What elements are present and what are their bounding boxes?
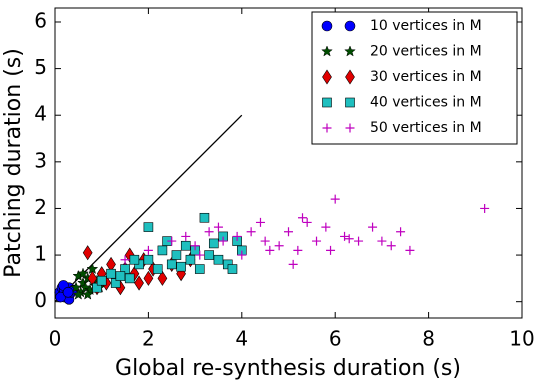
point [326, 245, 336, 255]
point [344, 234, 354, 244]
y-axis-label: Patching duration (s) [1, 48, 26, 278]
x-tick-label: 0 [49, 327, 62, 351]
legend-marker [344, 45, 356, 57]
point [232, 231, 242, 241]
point [124, 273, 135, 284]
point [302, 217, 312, 227]
point [312, 236, 322, 246]
legend-label: 40 vertices in M [370, 95, 482, 111]
legend-label: 10 vertices in M [370, 18, 482, 34]
y-tick-label: 4 [34, 102, 47, 126]
point [321, 222, 331, 232]
point [143, 254, 154, 265]
point [204, 227, 214, 237]
legend-marker [322, 69, 332, 85]
point [265, 245, 275, 255]
point [181, 231, 191, 241]
point [180, 240, 191, 251]
plot-frame [54, 7, 523, 319]
x-axis-label: Global re-synthesis duration (s) [115, 356, 461, 381]
point [81, 288, 94, 300]
reference-line [54, 114, 243, 303]
x-tick-label: 10 [509, 327, 534, 351]
legend-marker [345, 123, 355, 133]
point [405, 245, 415, 255]
point [143, 270, 154, 286]
legend-marker [322, 123, 332, 133]
legend-label: 50 vertices in M [370, 120, 482, 136]
point [171, 250, 182, 260]
legend-marker [322, 97, 332, 108]
point [213, 222, 223, 232]
point [213, 254, 224, 265]
point [185, 254, 196, 265]
point [246, 227, 256, 237]
legend-marker [345, 69, 355, 85]
legend-label: 20 vertices in M [370, 44, 482, 60]
point [340, 231, 350, 241]
legend-marker [344, 20, 356, 32]
legend-marker [345, 97, 355, 108]
x-tick-label: 4 [235, 327, 248, 351]
point [227, 264, 238, 274]
y-tick-label: 6 [34, 8, 47, 32]
point [157, 270, 168, 286]
point [298, 213, 308, 223]
point [377, 236, 387, 246]
y-tick-label: 1 [34, 242, 47, 266]
point [204, 250, 214, 260]
legend-label: 30 vertices in M [370, 69, 482, 85]
point [274, 241, 284, 251]
point [120, 255, 130, 265]
point [190, 241, 200, 251]
y-tick-label: 2 [34, 195, 47, 219]
point [330, 194, 340, 204]
point [354, 236, 364, 246]
point [167, 236, 177, 246]
point [218, 236, 228, 246]
point [195, 250, 205, 260]
point [208, 238, 219, 249]
point [386, 241, 396, 251]
legend-marker [321, 45, 333, 57]
point [199, 212, 210, 223]
point [176, 261, 186, 272]
point [396, 227, 406, 237]
point [82, 245, 93, 261]
point [288, 259, 298, 269]
point [115, 271, 126, 281]
point [96, 275, 107, 286]
x-tick-label: 6 [329, 327, 342, 351]
legend-marker [321, 20, 333, 32]
y-tick-label: 3 [34, 148, 47, 172]
point [129, 254, 140, 265]
point [62, 287, 74, 298]
point [157, 245, 168, 256]
point [237, 250, 247, 260]
point [480, 203, 490, 213]
point [293, 245, 303, 255]
x-tick-label: 2 [142, 327, 155, 351]
point [166, 259, 177, 270]
point [255, 217, 265, 227]
point [77, 267, 89, 279]
point [284, 227, 293, 237]
legend-box [311, 11, 518, 145]
point [143, 245, 153, 255]
y-tick-label: 5 [34, 55, 47, 79]
point [152, 264, 163, 274]
point [106, 268, 116, 279]
point [143, 222, 154, 232]
y-tick-label: 0 [34, 288, 47, 312]
point [134, 275, 144, 291]
point [368, 222, 378, 232]
point [260, 236, 270, 246]
x-tick-label: 8 [422, 327, 435, 351]
point [194, 264, 205, 274]
